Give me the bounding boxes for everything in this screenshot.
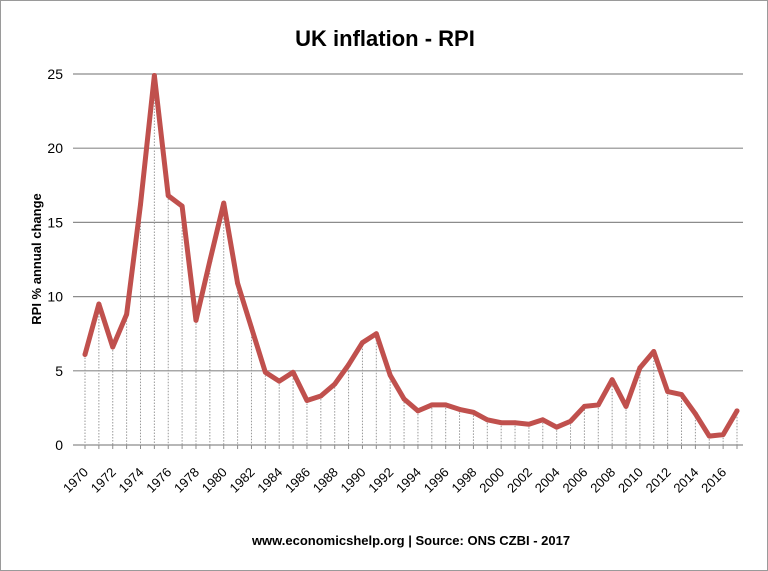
x-tick-label: 1990 — [338, 465, 369, 496]
data-point — [318, 393, 324, 399]
data-point — [373, 331, 379, 337]
data-point — [429, 402, 435, 408]
data-point — [332, 381, 338, 387]
y-axis-label: RPI % annual change — [29, 193, 44, 324]
data-point — [415, 408, 421, 414]
x-tick-label: 1970 — [60, 465, 91, 496]
data-point — [138, 202, 143, 207]
data-point — [734, 408, 740, 414]
rpi-series-line — [82, 72, 740, 439]
data-point — [207, 258, 213, 264]
data-point — [276, 378, 282, 384]
x-tick-label: 1980 — [199, 465, 230, 496]
data-point — [679, 392, 684, 397]
data-point — [582, 404, 587, 409]
data-point — [665, 389, 671, 394]
data-point — [179, 203, 185, 209]
data-point — [609, 377, 615, 383]
x-tick-label: 2012 — [643, 465, 674, 496]
data-point — [637, 365, 643, 371]
x-tick-label: 2016 — [698, 465, 729, 496]
x-tick-label: 1972 — [88, 465, 119, 496]
data-point — [512, 420, 518, 426]
x-tick-label: 1994 — [393, 465, 424, 496]
data-point — [387, 372, 393, 378]
data-point — [554, 424, 560, 430]
data-point — [692, 411, 698, 417]
x-tick-label: 1974 — [116, 465, 147, 496]
x-tick-label: 1984 — [254, 465, 285, 496]
data-point — [457, 406, 462, 412]
data-point — [443, 402, 449, 408]
data-point — [290, 369, 296, 375]
data-point — [124, 312, 130, 317]
data-point — [720, 432, 726, 438]
data-point — [651, 349, 657, 354]
chart-title: UK inflation - RPI — [295, 26, 475, 51]
data-point — [360, 340, 365, 346]
data-point — [221, 200, 227, 206]
data-point — [165, 193, 171, 199]
data-point — [471, 409, 476, 415]
x-tick-label: 2006 — [559, 465, 590, 496]
data-point — [110, 344, 116, 350]
data-point — [82, 352, 88, 357]
data-point — [249, 325, 254, 331]
data-point — [595, 402, 601, 408]
y-tick-label: 10 — [47, 289, 63, 305]
x-tick-label: 1982 — [227, 465, 258, 496]
data-point — [346, 362, 351, 368]
x-tick-label: 1986 — [282, 465, 313, 496]
x-tick-label: 2008 — [587, 465, 618, 496]
data-point — [304, 398, 310, 403]
data-point — [96, 301, 102, 307]
x-tick-label: 2004 — [532, 465, 563, 496]
x-tick-label: 1978 — [171, 465, 202, 496]
x-tick-label: 2000 — [476, 465, 507, 496]
data-point — [235, 280, 240, 286]
x-tick-label: 1992 — [365, 465, 396, 496]
data-point — [623, 404, 629, 409]
x-tick-label: 2014 — [670, 465, 701, 496]
data-point — [484, 417, 490, 423]
data-point — [526, 421, 532, 427]
x-tick-label: 1998 — [448, 465, 479, 496]
data-point — [401, 396, 407, 402]
y-tick-label: 5 — [55, 363, 63, 379]
y-tick-label: 0 — [55, 437, 63, 453]
x-tick-label: 2002 — [504, 465, 535, 496]
x-tick-label: 1996 — [421, 465, 452, 496]
data-point — [540, 417, 546, 423]
y-tick-label: 20 — [47, 140, 63, 156]
y-tick-label: 15 — [47, 214, 63, 230]
x-tick-label: 1976 — [143, 465, 174, 496]
x-tick-label: 1988 — [310, 465, 341, 496]
x-tick-label: 2010 — [615, 465, 646, 496]
data-point — [706, 433, 712, 439]
data-point — [568, 418, 573, 424]
data-point — [262, 369, 268, 375]
data-point — [151, 73, 157, 78]
data-point — [498, 420, 504, 426]
source-footer: www.economicshelp.org | Source: ONS CZBI… — [251, 533, 570, 548]
y-tick-label: 25 — [47, 66, 63, 82]
data-point — [193, 317, 199, 323]
